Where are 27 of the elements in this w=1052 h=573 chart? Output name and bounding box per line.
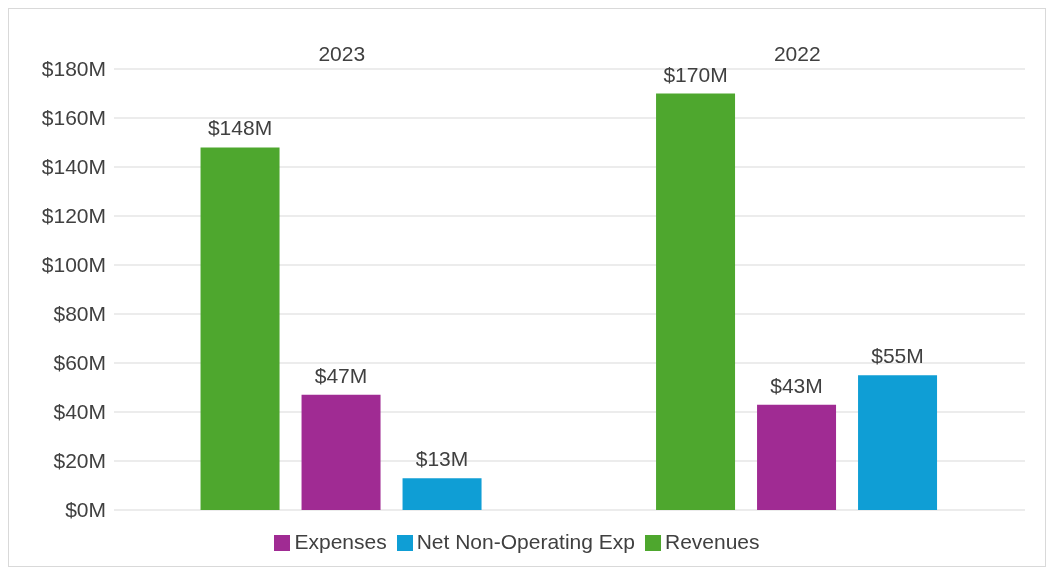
bar — [200, 147, 280, 510]
y-tick-label: $100M — [41, 253, 106, 277]
y-tick-label: $60M — [53, 351, 106, 375]
data-label: $148M — [207, 116, 273, 140]
data-label: $55M — [871, 344, 924, 368]
y-tick-label: $0M — [65, 498, 106, 522]
y-tick-label: $40M — [53, 400, 106, 424]
y-tick-label: $140M — [41, 155, 106, 179]
bar — [656, 93, 736, 510]
legend-label: Net Non-Operating Exp — [416, 530, 635, 553]
bar — [402, 478, 482, 510]
data-label: $13M — [415, 447, 469, 471]
y-tick-label: $120M — [41, 204, 106, 228]
bar — [858, 375, 938, 510]
bar — [301, 394, 381, 510]
x-tick-label: 2022 — [773, 42, 821, 65]
x-tick-label: 2023 — [318, 42, 366, 65]
legend-label: Revenues — [664, 530, 760, 553]
data-label: $43M — [770, 373, 823, 397]
y-tick-label: $180M — [41, 57, 106, 81]
data-label: $170M — [663, 62, 728, 86]
legend-label: Expenses — [294, 530, 387, 553]
bar — [757, 404, 837, 510]
y-tick-label: $80M — [53, 302, 106, 326]
y-tick-label: $160M — [41, 106, 106, 130]
y-tick-label: $20M — [53, 449, 106, 473]
data-label: $47M — [314, 363, 368, 387]
